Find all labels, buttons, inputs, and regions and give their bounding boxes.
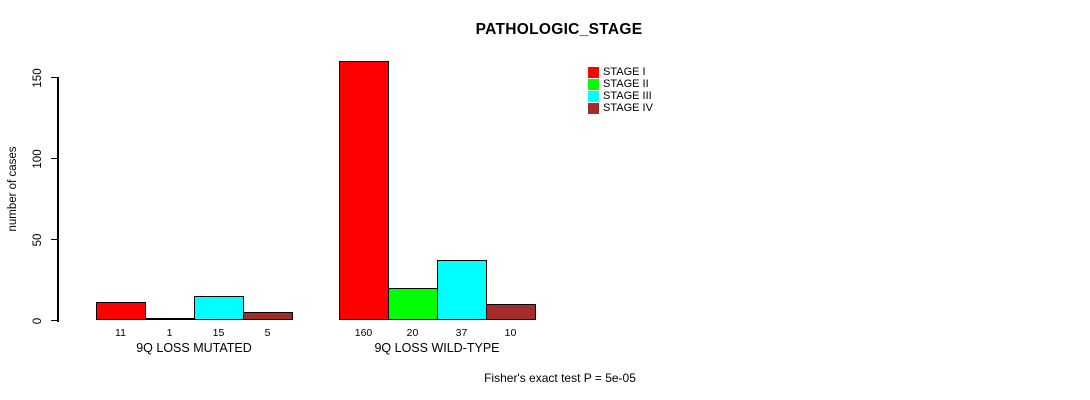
- legend-item-stage-i: STAGE I: [588, 66, 653, 78]
- legend-item-stage-iii: STAGE III: [588, 90, 653, 102]
- category-label-9q-loss-mutated: 9Q LOSS MUTATED: [136, 341, 252, 355]
- legend-item-stage-iv: STAGE IV: [588, 102, 653, 114]
- y-axis-tick: [51, 319, 58, 321]
- legend-swatch-stage-iv: [588, 102, 599, 114]
- bar-value-label: 15: [212, 327, 225, 339]
- y-axis-tick: [51, 76, 58, 78]
- bar-stage-iii: [437, 260, 487, 320]
- y-axis-line: [57, 77, 59, 322]
- bar-stage-ii: [388, 287, 438, 320]
- annotation-text: Fisher's exact test P = 5e-05: [484, 371, 636, 385]
- bar-stage-iv: [243, 311, 293, 320]
- chart-title: PATHOLOGIC_STAGE: [475, 21, 643, 38]
- y-tick-label: 100: [32, 148, 44, 169]
- legend: STAGE I STAGE II STAGE III STAGE IV: [588, 66, 653, 114]
- y-axis-tick: [51, 238, 58, 240]
- y-axis-tick: [51, 157, 58, 159]
- y-tick-label: 50: [32, 233, 44, 246]
- bar-value-label: 160: [354, 327, 373, 339]
- bar-value-label: 37: [455, 327, 468, 339]
- legend-swatch-stage-ii: [588, 78, 599, 90]
- bar-value-label: 1: [166, 327, 173, 339]
- y-axis-title: number of cases: [7, 146, 19, 232]
- legend-swatch-stage-iii: [588, 90, 599, 102]
- bar-stage-iv: [486, 303, 536, 320]
- bar-stage-ii: [145, 318, 195, 321]
- bar-stage-i: [339, 60, 389, 320]
- legend-swatch-stage-i: [588, 66, 599, 78]
- bar-value-label: 5: [264, 327, 271, 339]
- bar-stage-i: [96, 302, 146, 320]
- legend-label: STAGE I: [603, 66, 646, 78]
- legend-item-stage-ii: STAGE II: [588, 78, 653, 90]
- y-tick-label: 150: [32, 67, 44, 88]
- legend-label: STAGE IV: [603, 102, 653, 114]
- bar-value-label: 10: [504, 327, 517, 339]
- category-label-9q-loss-wild-type: 9Q LOSS WILD-TYPE: [374, 341, 500, 355]
- bar-value-label: 11: [115, 327, 126, 339]
- legend-label: STAGE II: [603, 78, 649, 90]
- legend-label: STAGE III: [603, 90, 652, 102]
- bar-stage-iii: [194, 295, 244, 320]
- bar-value-label: 20: [406, 327, 419, 339]
- y-tick-label: 0: [32, 317, 44, 324]
